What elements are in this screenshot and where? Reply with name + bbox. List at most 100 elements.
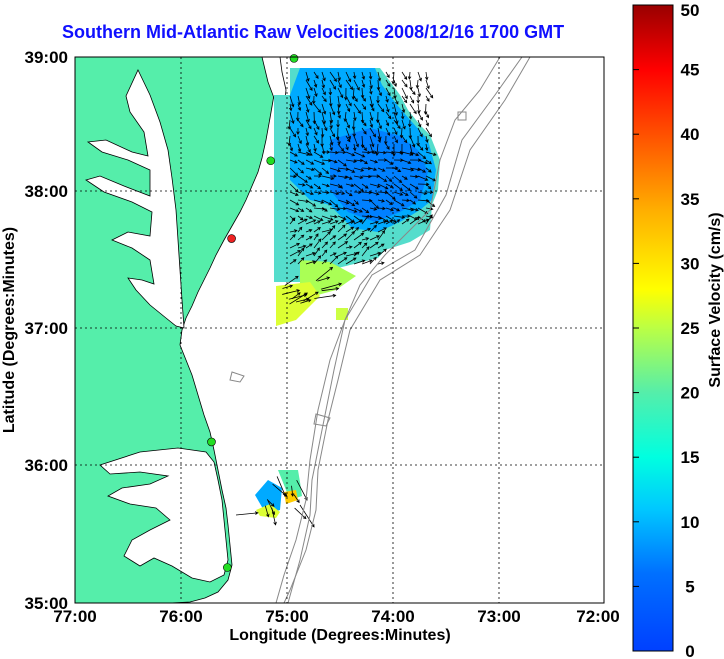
vector-arrow [305, 215, 314, 220]
vector-arrow [400, 111, 405, 120]
vector-arrow [305, 260, 317, 265]
vector-arrow [321, 150, 331, 154]
vector-arrow [401, 103, 406, 114]
vector-arrow [417, 159, 429, 165]
vector-arrow [393, 167, 402, 172]
vector-arrow [361, 79, 366, 88]
x-tick-label: 76:00 [159, 607, 202, 626]
vector-arrow [305, 79, 313, 91]
vector-arrow [408, 111, 413, 120]
vector-arrow [353, 103, 361, 114]
vector-arrow [321, 199, 333, 206]
vector-arrow [329, 119, 333, 130]
vector-arrow [401, 95, 408, 104]
vector-arrow [401, 183, 411, 192]
vector-arrow [336, 119, 340, 128]
vector-arrow [329, 71, 337, 82]
vector-arrow [315, 266, 334, 282]
colorbar-tick-label: 30 [681, 254, 700, 273]
vector-arrow [353, 79, 360, 91]
x-tick-label: 77:00 [53, 607, 96, 626]
vector-arrow [345, 207, 358, 213]
vector-arrow [353, 207, 363, 213]
vector-arrow [361, 242, 368, 249]
vector-arrow [289, 242, 301, 249]
vector-arrow [351, 119, 356, 131]
vector-arrow [383, 135, 388, 145]
vector-arrow [321, 158, 332, 163]
vector-arrow [345, 231, 356, 241]
vector-arrow [361, 246, 370, 257]
x-tick-label: 75:00 [265, 607, 308, 626]
vector-arrow [353, 151, 366, 158]
station-1-marker [289, 54, 299, 63]
vector-arrow [337, 150, 347, 155]
vector-arrow [353, 135, 359, 148]
vector-arrow [385, 175, 393, 182]
vector-arrow [369, 224, 377, 233]
x-tick-label: 72:00 [576, 607, 619, 626]
vector-arrow [329, 252, 337, 257]
vector-arrow [289, 259, 297, 265]
vector-arrow [415, 79, 420, 89]
vector-arrow [321, 282, 343, 290]
vector-arrow [409, 174, 419, 179]
vector-arrow [425, 151, 437, 156]
vector-arrow [321, 207, 328, 212]
vector-arrow [321, 103, 327, 115]
vector-arrow [294, 507, 307, 520]
y-tick-label: 38:00 [25, 182, 68, 201]
vector-arrow [289, 151, 298, 157]
vector-arrow [289, 229, 298, 233]
vector-arrow [337, 191, 346, 195]
vector-arrow [425, 183, 432, 190]
vector-arrow [369, 103, 375, 112]
colorbar-tick-label: 10 [681, 513, 700, 532]
vector-arrow [289, 233, 296, 241]
station-5-marker [223, 563, 232, 572]
vector-arrow [313, 103, 322, 113]
vector-arrow [377, 135, 381, 143]
vector-arrow [361, 207, 370, 214]
colorbar-tick-label: 5 [685, 577, 694, 596]
vector-arrow [369, 119, 374, 129]
vector-arrow [369, 183, 381, 188]
vector-arrow [313, 79, 318, 88]
vector-arrow [425, 95, 430, 102]
vector-arrow [297, 191, 306, 196]
vector-arrow [345, 245, 353, 249]
vector-arrow [377, 199, 386, 203]
vector-arrow [343, 111, 348, 123]
vector-arrow [345, 95, 352, 107]
y-tick-label: 36:00 [25, 456, 68, 475]
vector-arrow [320, 127, 325, 138]
vector-arrow [297, 159, 305, 165]
vector-arrow [297, 215, 304, 221]
vector-arrow [311, 95, 316, 105]
vector-arrow [369, 79, 373, 90]
station-2-marker [266, 156, 276, 166]
vector-arrow [296, 480, 308, 501]
vector-arrow [369, 159, 379, 164]
vector-arrow [425, 167, 432, 173]
vector-arrow [272, 483, 288, 497]
vector-arrow [297, 183, 306, 187]
vector-arrow [361, 119, 367, 127]
vector-arrow [369, 135, 375, 148]
vector-arrow [329, 159, 338, 164]
vector-arrow [345, 151, 356, 157]
vector-arrow [361, 159, 368, 165]
vector-arrow [329, 79, 336, 90]
vector-arrow [337, 241, 349, 249]
vector-arrow [264, 505, 270, 518]
vector-arrow [289, 143, 294, 152]
vector-arrow [305, 175, 312, 180]
vector-arrow [329, 191, 340, 196]
colorbar-tick-label: 20 [681, 384, 700, 403]
vector-arrow [409, 207, 419, 212]
vector-arrow [289, 167, 299, 177]
vector-arrow [337, 215, 347, 221]
map-grid [75, 57, 604, 603]
vector-arrow [337, 199, 350, 205]
vector-arrow [377, 183, 389, 190]
